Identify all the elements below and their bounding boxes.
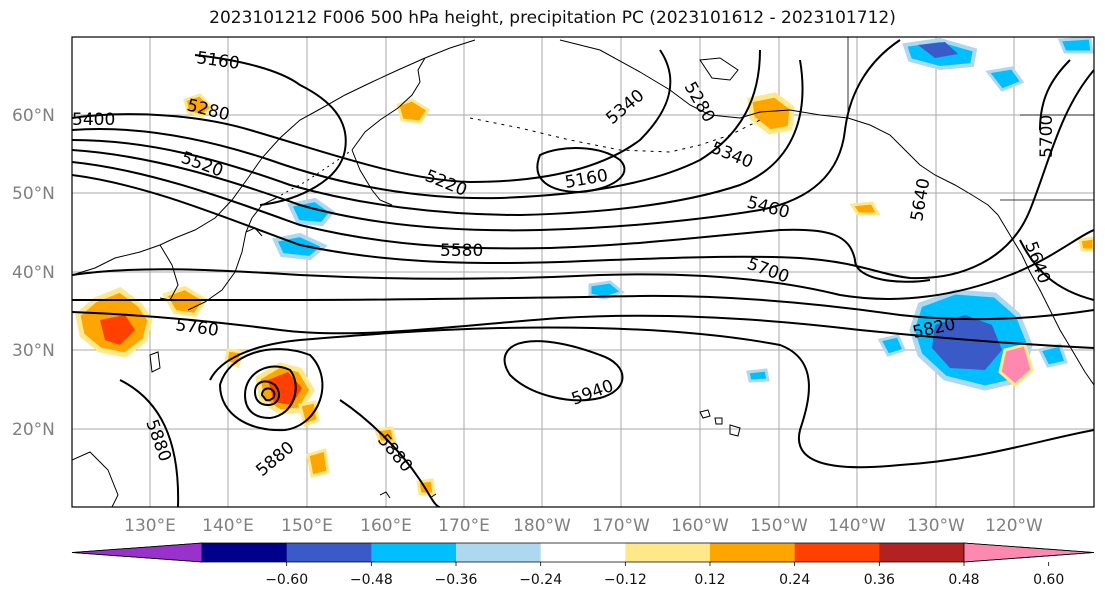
colorbar-swatch xyxy=(286,543,372,562)
svg-text:140°E: 140°E xyxy=(202,516,254,536)
map-title: 2023101212 F006 500 hPa height, precipit… xyxy=(209,8,896,28)
svg-text:160°W: 160°W xyxy=(671,516,729,536)
svg-text:180°W: 180°W xyxy=(513,516,571,536)
colorbar-arrow-left xyxy=(71,542,203,563)
svg-text:5400: 5400 xyxy=(72,110,115,130)
longitude-labels: 130°E 140°E 150°E 160°E 170°E 180°W 170°… xyxy=(124,516,1043,536)
svg-text:170°E: 170°E xyxy=(438,516,490,536)
height-contours xyxy=(72,39,1094,507)
colorbar-tick-label: 0.48 xyxy=(948,572,979,588)
svg-text:130°E: 130°E xyxy=(124,516,176,536)
svg-text:140°W: 140°W xyxy=(828,516,886,536)
colorbar-arrow-right xyxy=(963,542,1095,563)
svg-text:150°E: 150°E xyxy=(281,516,333,536)
svg-text:60°N: 60°N xyxy=(12,106,55,126)
colorbar-tick-label: −0.36 xyxy=(435,572,478,588)
svg-text:150°W: 150°W xyxy=(750,516,808,536)
svg-text:5700: 5700 xyxy=(1037,115,1057,158)
colorbar-swatch xyxy=(794,543,880,562)
svg-text:30°N: 30°N xyxy=(12,341,55,361)
svg-text:50°N: 50°N xyxy=(12,184,55,204)
colorbar-swatch xyxy=(625,543,711,562)
colorbar-swatch xyxy=(710,543,796,562)
colorbar-tick-label: 0.60 xyxy=(1033,572,1064,588)
colorbar-outline xyxy=(71,542,1095,563)
colorbar-swatch xyxy=(879,543,965,562)
colorbar-swatch xyxy=(202,543,288,562)
colorbar-swatch xyxy=(371,543,457,562)
map-border xyxy=(71,36,1095,508)
svg-text:130°W: 130°W xyxy=(907,516,965,536)
colorbar-tick-label: 0.36 xyxy=(864,572,895,588)
colorbar: −0.60 −0.48 −0.36 −0.24 −0.12 0.12 0.24 0.36 0.4… xyxy=(71,542,1095,588)
svg-text:160°E: 160°E xyxy=(360,516,412,536)
colorbar-tick-label: 0.12 xyxy=(694,572,725,588)
colorbar-tick-label: −0.12 xyxy=(604,572,647,588)
colorbar-tick-label: −0.60 xyxy=(265,572,308,588)
colorbar-swatch xyxy=(540,543,626,562)
svg-text:5580: 5580 xyxy=(440,241,483,261)
colorbar-swatch xyxy=(456,543,542,562)
svg-text:120°W: 120°W xyxy=(985,516,1043,536)
latitude-labels: 60°N 50°N 40°N 30°N 20°N xyxy=(12,106,55,440)
svg-text:170°W: 170°W xyxy=(592,516,650,536)
svg-text:40°N: 40°N xyxy=(12,263,55,283)
coastlines xyxy=(72,37,1094,507)
colorbar-tick-label: −0.24 xyxy=(519,572,562,588)
colorbar-tick-label: 0.24 xyxy=(779,572,810,588)
colorbar-tick-label: −0.48 xyxy=(350,572,393,588)
svg-text:20°N: 20°N xyxy=(12,420,55,440)
